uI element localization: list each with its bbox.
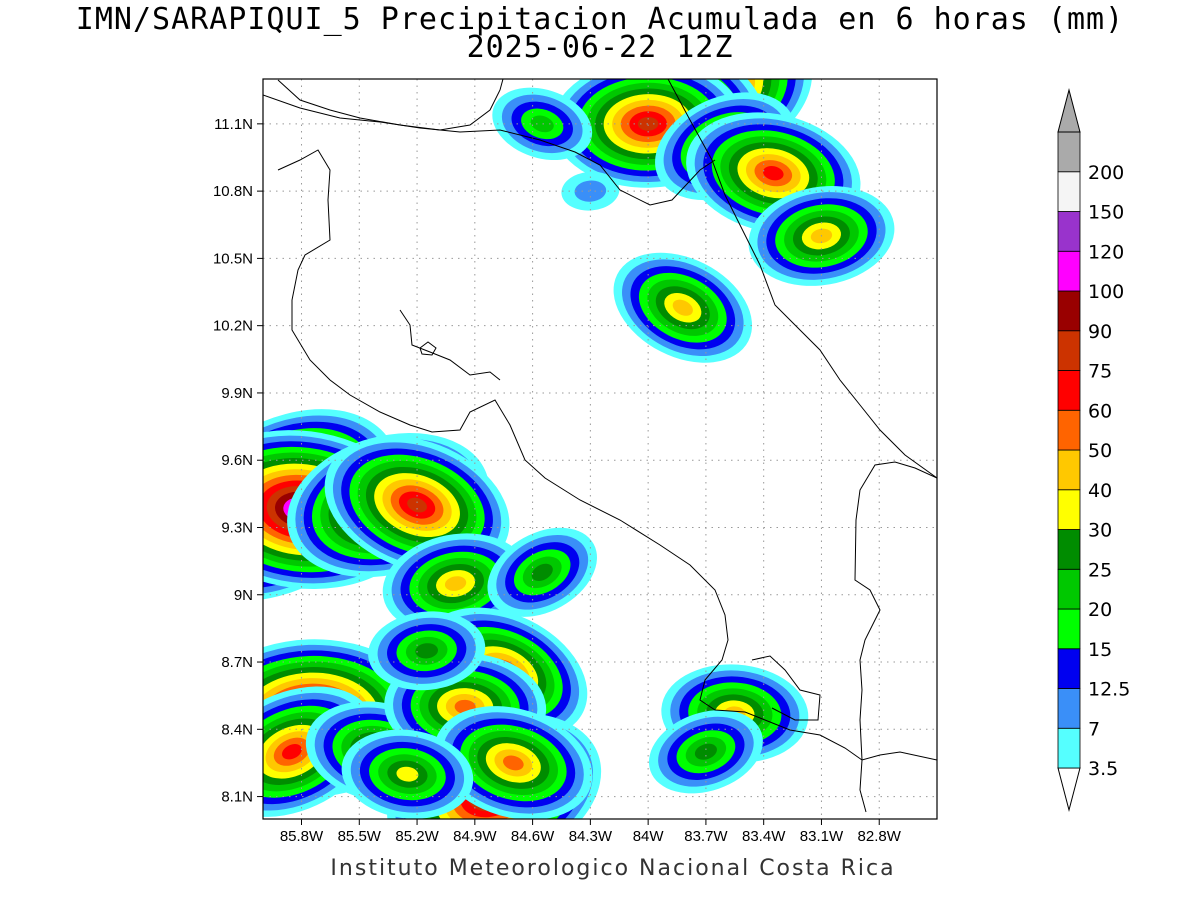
y-tick-label: 9N xyxy=(234,587,253,604)
rain-cell xyxy=(324,436,510,574)
x-tick-label: 83.4W xyxy=(742,828,786,845)
colorbar-label: 100 xyxy=(1088,281,1124,303)
colorbar-label: 3.5 xyxy=(1088,758,1118,780)
y-tick-label: 8.7N xyxy=(221,654,253,671)
colorbar-swatch xyxy=(1057,290,1081,332)
coastline-borders xyxy=(263,79,937,813)
latitude-axis: 8.1N 8.4N 8.7N 9N 9.3N 9.6N 9.9N 10.2N 10.5N 10.8… xyxy=(213,116,263,806)
y-tick-label: 10.8N xyxy=(213,183,253,200)
colorbar-min-arrow xyxy=(1057,767,1081,812)
colorbar-label: 60 xyxy=(1088,400,1112,422)
y-tick-label: 11.1N xyxy=(214,116,253,133)
y-tick-label: 9.6N xyxy=(221,452,253,469)
colorbar-swatch xyxy=(1057,529,1081,570)
nicaragua-lake-shore xyxy=(277,79,504,131)
y-tick-label: 8.4N xyxy=(221,721,253,738)
x-tick-label: 83.7W xyxy=(684,828,728,845)
x-tick-label: 84W xyxy=(633,828,665,845)
rain-cell xyxy=(561,171,620,211)
caribbean-coast xyxy=(667,79,937,479)
rain-contour xyxy=(763,166,784,181)
rain-cell xyxy=(492,87,593,161)
panama-border xyxy=(854,461,937,813)
colorbar-swatch xyxy=(1057,409,1081,451)
footer-credit: Instituto Meteorologico Nacional Costa R… xyxy=(330,856,896,881)
x-tick-label: 82.8W xyxy=(858,828,902,845)
map-subtitle: 2025-06-22 12Z xyxy=(466,30,734,65)
colorbar-label: 12.5 xyxy=(1088,679,1130,701)
plot-frame xyxy=(262,78,938,820)
x-tick-label: 84.9W xyxy=(453,828,497,845)
nicoya-gulf-coast xyxy=(399,309,501,381)
x-tick-label: 85.8W xyxy=(280,828,324,845)
colorbar-swatch xyxy=(1057,250,1081,292)
costa-rica-pacific-coast xyxy=(277,149,937,761)
rain-contour xyxy=(407,497,427,513)
colorbar-label: 150 xyxy=(1088,202,1124,224)
colorbar-label: 200 xyxy=(1088,162,1124,184)
y-tick-label: 8.1N xyxy=(221,789,253,806)
colorbar-label: 40 xyxy=(1088,480,1112,502)
colorbar-swatch xyxy=(1057,370,1081,411)
colorbar-swatch xyxy=(1057,171,1081,212)
rain-cell xyxy=(382,533,529,634)
nicaragua-border xyxy=(263,94,716,206)
colorbar-label: 25 xyxy=(1088,559,1112,581)
colorbar-swatch xyxy=(1057,131,1081,173)
rain-contour xyxy=(282,744,302,760)
osa-peninsula xyxy=(751,655,821,721)
colorbar-swatch xyxy=(1057,648,1081,689)
x-tick-label: 85.5W xyxy=(338,828,382,845)
rain-cell xyxy=(648,710,763,794)
y-tick-label: 9.9N xyxy=(221,385,253,402)
x-tick-label: 85.2W xyxy=(395,828,439,845)
rain-cell xyxy=(368,611,486,691)
rain-contour xyxy=(444,576,467,591)
longitude-axis: 85.8W 85.5W 85.2W 84.9W 84.6W 84.3W 84W 83.7W 83… xyxy=(280,819,902,845)
precipitation-field xyxy=(263,79,895,819)
rain-cell xyxy=(613,252,753,363)
rain-contour xyxy=(672,299,693,316)
colorbar-swatch xyxy=(1057,727,1081,769)
rain-contour xyxy=(396,766,419,782)
colorbar-legend: 3.5 7 12.5 15 20 25 30 40 50 60 75 90 100 120 150 200 xyxy=(1057,88,1130,812)
x-tick-label: 83.1W xyxy=(800,828,844,845)
x-tick-label: 84.3W xyxy=(569,828,613,845)
rain-contour xyxy=(574,180,607,202)
colorbar-swatch xyxy=(1057,608,1081,650)
colorbar-label: 90 xyxy=(1088,321,1112,343)
colorbar-swatch xyxy=(1057,211,1081,252)
colorbar-label: 15 xyxy=(1088,639,1112,661)
colorbar-swatch xyxy=(1057,330,1081,371)
colorbar-swatch xyxy=(1057,568,1081,610)
y-tick-label: 9.3N xyxy=(221,519,253,536)
y-tick-label: 10.5N xyxy=(213,250,253,267)
map-title: IMN/SARAPIQUI_5 Precipitacion Acumulada … xyxy=(75,2,1125,37)
rain-contour xyxy=(530,115,554,133)
colorbar-label: 120 xyxy=(1088,241,1124,263)
chira-island xyxy=(419,341,437,356)
colorbar-label: 30 xyxy=(1088,520,1112,542)
colorbar-swatch xyxy=(1057,688,1081,729)
rain-contour xyxy=(694,743,717,760)
rain-contour xyxy=(637,117,659,131)
rain-contour xyxy=(415,643,439,659)
x-tick-label: 84.6W xyxy=(511,828,555,845)
rain-cell xyxy=(434,706,593,819)
rain-contour xyxy=(503,755,524,771)
colorbar-max-arrow xyxy=(1057,88,1081,133)
colorbar-label: 75 xyxy=(1088,361,1112,383)
rain-contour xyxy=(531,563,553,581)
colorbar-swatch xyxy=(1057,489,1081,530)
y-tick-label: 10.2N xyxy=(213,318,253,335)
colorbar-swatch xyxy=(1057,449,1081,491)
colorbar-label: 7 xyxy=(1088,718,1100,740)
colorbar-label: 20 xyxy=(1088,599,1112,621)
colorbar-label: 50 xyxy=(1088,440,1112,462)
